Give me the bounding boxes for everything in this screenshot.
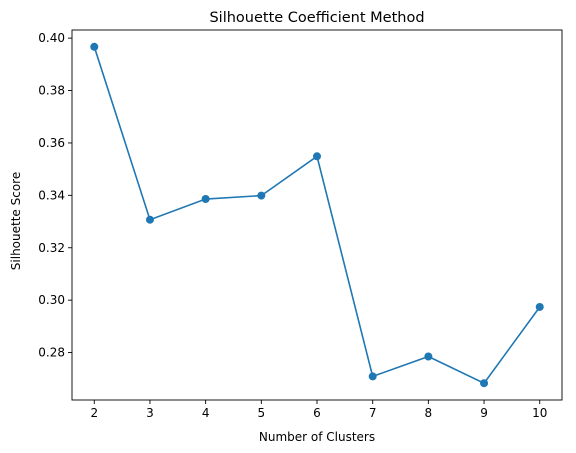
data-point — [257, 191, 266, 200]
data-point — [535, 302, 544, 311]
x-tick-label: 7 — [369, 406, 377, 420]
x-tick-label: 2 — [90, 406, 98, 420]
series-line-group — [90, 42, 544, 388]
y-axis-ticks: 0.28 0.30 0.32 0.34 0.36 0.38 0.40 — [38, 31, 72, 360]
axes-frame — [71, 29, 563, 401]
x-tick-label: 6 — [313, 406, 321, 420]
x-tick-label: 8 — [425, 406, 433, 420]
x-axis-ticks: 2 3 4 5 6 7 8 9 10 — [90, 400, 547, 420]
x-tick-label: 10 — [532, 406, 547, 420]
x-tick-label: 3 — [146, 406, 154, 420]
y-tick-label: 0.34 — [38, 188, 65, 202]
data-point — [313, 152, 321, 161]
y-tick-label: 0.30 — [38, 293, 65, 307]
data-point — [480, 379, 489, 388]
y-axis-label: Silhouette Score — [9, 172, 23, 270]
x-tick-label: 4 — [202, 406, 210, 420]
data-point — [145, 215, 154, 224]
y-tick-label: 0.38 — [38, 84, 65, 98]
x-tick-label: 9 — [480, 406, 488, 420]
data-point — [368, 372, 377, 381]
data-point — [201, 195, 210, 204]
x-axis-label: Number of Clusters — [259, 430, 375, 444]
x-tick-label: 5 — [257, 406, 265, 420]
y-tick-label: 0.40 — [38, 31, 65, 45]
chart-title: Silhouette Coefficient Method — [209, 10, 424, 26]
y-tick-label: 0.36 — [38, 136, 65, 150]
data-point — [90, 42, 99, 51]
y-tick-label: 0.28 — [38, 346, 65, 360]
y-tick-label: 0.32 — [38, 241, 65, 255]
data-point — [424, 352, 433, 361]
